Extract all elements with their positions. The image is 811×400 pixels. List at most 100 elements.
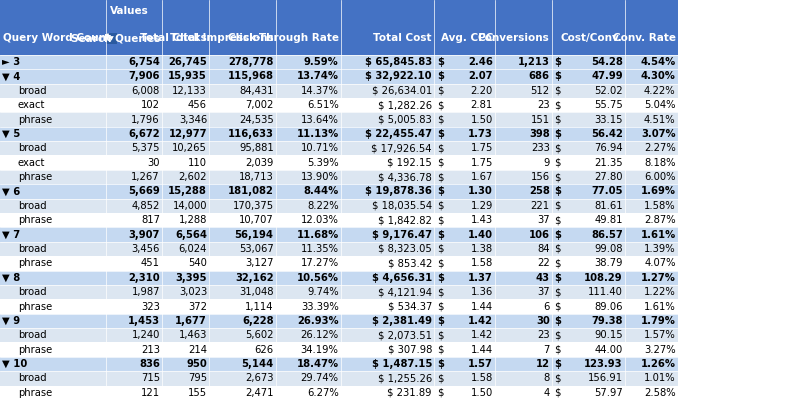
Text: 5,144: 5,144: [241, 359, 273, 369]
Text: 1,267: 1,267: [131, 172, 160, 182]
Text: $: $: [436, 143, 443, 153]
Text: broad: broad: [18, 86, 46, 96]
Text: 9.74%: 9.74%: [307, 287, 338, 297]
Text: 1.36: 1.36: [470, 287, 492, 297]
Text: 1,987: 1,987: [131, 287, 160, 297]
Text: 54.28: 54.28: [590, 57, 622, 67]
Text: 8.44%: 8.44%: [303, 186, 338, 196]
Text: phrase: phrase: [18, 388, 52, 398]
Text: 29.74%: 29.74%: [300, 374, 338, 384]
Text: 2.27%: 2.27%: [643, 143, 675, 153]
Text: 26.93%: 26.93%: [297, 316, 338, 326]
Text: $: $: [436, 273, 443, 283]
Text: $: $: [554, 86, 560, 96]
Text: 18.47%: 18.47%: [296, 359, 338, 369]
Text: 7: 7: [543, 345, 549, 355]
Text: 1.50: 1.50: [470, 114, 492, 124]
Text: 52.02: 52.02: [594, 86, 622, 96]
Text: 1.39%: 1.39%: [643, 244, 675, 254]
Text: 2.07: 2.07: [468, 71, 492, 81]
Bar: [0, 227, 677, 242]
Text: 37: 37: [536, 287, 549, 297]
Text: 1,240: 1,240: [131, 330, 160, 340]
Text: Query Word Count: Query Word Count: [3, 33, 111, 43]
Text: 44.00: 44.00: [594, 345, 622, 355]
Text: phrase: phrase: [18, 258, 52, 268]
Bar: [0, 170, 677, 184]
Text: 95,881: 95,881: [238, 143, 273, 153]
Text: 11.35%: 11.35%: [300, 244, 338, 254]
Text: 89.06: 89.06: [594, 302, 622, 312]
Text: $: $: [436, 230, 443, 240]
Text: $: $: [554, 359, 560, 369]
Text: 3,023: 3,023: [178, 287, 207, 297]
Text: $: $: [436, 316, 443, 326]
Text: 4.30%: 4.30%: [640, 71, 675, 81]
Text: 398: 398: [528, 129, 549, 139]
Text: $ 1,487.15: $ 1,487.15: [371, 359, 431, 369]
Bar: [0, 156, 677, 170]
Text: 10.71%: 10.71%: [300, 143, 338, 153]
Text: phrase: phrase: [18, 215, 52, 225]
Text: $: $: [554, 129, 560, 139]
Text: $: $: [554, 158, 560, 168]
Text: 4.54%: 4.54%: [640, 57, 675, 67]
Text: 1.44: 1.44: [470, 345, 492, 355]
Text: 5.39%: 5.39%: [307, 158, 338, 168]
Text: 1.30: 1.30: [468, 186, 492, 196]
Text: 15,288: 15,288: [168, 186, 207, 196]
Text: 1,463: 1,463: [178, 330, 207, 340]
Bar: [0, 299, 677, 314]
Text: $ 8,323.05: $ 8,323.05: [378, 244, 431, 254]
Text: $: $: [436, 287, 443, 297]
Bar: [0, 371, 677, 386]
Text: 79.38: 79.38: [590, 316, 622, 326]
Text: broad: broad: [18, 244, 46, 254]
Bar: [0, 213, 677, 227]
Text: 13.64%: 13.64%: [300, 114, 338, 124]
Text: $: $: [554, 316, 560, 326]
Text: 6.51%: 6.51%: [307, 100, 338, 110]
Text: $: $: [554, 143, 560, 153]
Text: 156.91: 156.91: [587, 374, 622, 384]
Text: 372: 372: [188, 302, 207, 312]
Text: 4.51%: 4.51%: [643, 114, 675, 124]
Text: 1,213: 1,213: [517, 57, 549, 67]
Text: ▼ 7: ▼ 7: [2, 230, 20, 240]
Text: 10.56%: 10.56%: [296, 273, 338, 283]
Text: 27.80: 27.80: [594, 172, 622, 182]
Text: $: $: [554, 244, 560, 254]
Text: $: $: [554, 57, 560, 67]
Text: broad: broad: [18, 201, 46, 211]
Bar: [0, 69, 677, 84]
Text: 8.18%: 8.18%: [643, 158, 675, 168]
Text: $: $: [436, 359, 443, 369]
Text: 213: 213: [141, 345, 160, 355]
Text: 3,127: 3,127: [245, 258, 273, 268]
Text: 1.22%: 1.22%: [643, 287, 675, 297]
Text: 12,977: 12,977: [169, 129, 207, 139]
Text: 1.75: 1.75: [470, 158, 492, 168]
Text: phrase: phrase: [18, 172, 52, 182]
Bar: [0, 328, 677, 342]
Text: 6,754: 6,754: [128, 57, 160, 67]
Text: 3,907: 3,907: [128, 230, 160, 240]
Bar: [0, 184, 677, 199]
Text: Total Clicks: Total Clicks: [140, 33, 207, 43]
Bar: [0, 242, 677, 256]
Text: 18,713: 18,713: [238, 172, 273, 182]
Text: $ 1,842.82: $ 1,842.82: [378, 215, 431, 225]
Text: 3,456: 3,456: [131, 244, 160, 254]
Text: $ 4,336.78: $ 4,336.78: [378, 172, 431, 182]
Text: $: $: [436, 302, 443, 312]
Text: ▼ 6: ▼ 6: [2, 186, 20, 196]
Text: 836: 836: [139, 359, 160, 369]
Text: 26,745: 26,745: [168, 57, 207, 67]
Text: 3.07%: 3.07%: [640, 129, 675, 139]
Text: 1.57: 1.57: [467, 359, 492, 369]
Text: 2,673: 2,673: [245, 374, 273, 384]
Text: 950: 950: [186, 359, 207, 369]
Text: $ 307.98: $ 307.98: [387, 345, 431, 355]
Text: 121: 121: [140, 388, 160, 398]
Text: 258: 258: [528, 186, 549, 196]
